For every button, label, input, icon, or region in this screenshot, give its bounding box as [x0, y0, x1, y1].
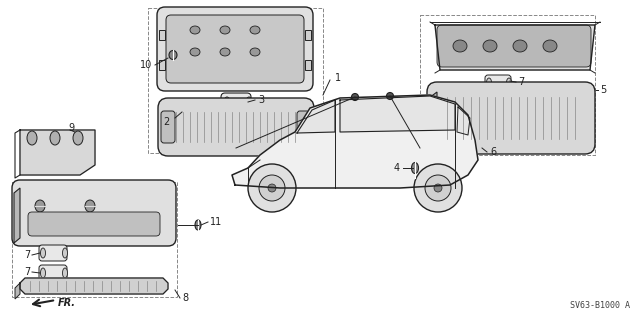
Text: 1: 1	[335, 73, 341, 83]
FancyBboxPatch shape	[166, 15, 304, 83]
Text: 7: 7	[518, 77, 524, 87]
FancyBboxPatch shape	[12, 180, 176, 246]
Ellipse shape	[250, 48, 260, 56]
Ellipse shape	[425, 175, 451, 201]
Ellipse shape	[50, 131, 60, 145]
Bar	[305, 60, 311, 70]
Ellipse shape	[190, 26, 200, 34]
Polygon shape	[20, 278, 168, 294]
Ellipse shape	[250, 26, 260, 34]
Polygon shape	[20, 130, 95, 175]
FancyBboxPatch shape	[39, 265, 67, 281]
Text: 2: 2	[164, 117, 170, 127]
Ellipse shape	[543, 40, 557, 52]
Bar	[12, 182, 177, 297]
Text: 4: 4	[394, 163, 400, 173]
FancyBboxPatch shape	[485, 75, 511, 90]
Polygon shape	[297, 100, 335, 133]
Ellipse shape	[434, 184, 442, 192]
Ellipse shape	[412, 162, 419, 174]
Ellipse shape	[63, 248, 67, 258]
Ellipse shape	[40, 268, 45, 278]
FancyBboxPatch shape	[221, 93, 251, 111]
Text: 8: 8	[182, 293, 188, 303]
Ellipse shape	[246, 97, 252, 107]
Ellipse shape	[248, 164, 296, 212]
Ellipse shape	[40, 248, 45, 258]
Ellipse shape	[73, 131, 83, 145]
Ellipse shape	[35, 200, 45, 212]
Ellipse shape	[224, 97, 230, 107]
Polygon shape	[340, 96, 455, 132]
Ellipse shape	[506, 78, 511, 87]
Ellipse shape	[259, 175, 285, 201]
Polygon shape	[15, 283, 20, 299]
Ellipse shape	[351, 93, 358, 100]
Ellipse shape	[63, 268, 67, 278]
FancyBboxPatch shape	[161, 111, 175, 143]
Ellipse shape	[483, 40, 497, 52]
FancyBboxPatch shape	[297, 111, 311, 143]
Polygon shape	[14, 188, 20, 243]
Text: 6: 6	[490, 147, 496, 157]
Bar	[420, 15, 595, 155]
Ellipse shape	[414, 164, 462, 212]
Bar	[305, 30, 311, 40]
Text: 10: 10	[140, 60, 152, 70]
Polygon shape	[429, 92, 437, 150]
Ellipse shape	[169, 50, 177, 60]
Polygon shape	[435, 25, 595, 70]
Ellipse shape	[190, 48, 200, 56]
Bar	[148, 8, 323, 153]
Ellipse shape	[27, 131, 37, 145]
Text: FR.: FR.	[58, 298, 76, 308]
Text: 7: 7	[24, 250, 30, 260]
Text: 5: 5	[600, 85, 606, 95]
FancyBboxPatch shape	[157, 7, 313, 91]
Bar	[159, 60, 165, 70]
Text: 3: 3	[258, 95, 264, 105]
FancyBboxPatch shape	[39, 245, 67, 261]
Ellipse shape	[220, 48, 230, 56]
Ellipse shape	[513, 40, 527, 52]
Ellipse shape	[85, 200, 95, 212]
FancyBboxPatch shape	[28, 212, 160, 236]
Bar	[159, 30, 165, 40]
Ellipse shape	[486, 78, 492, 87]
Ellipse shape	[220, 26, 230, 34]
Polygon shape	[232, 95, 478, 188]
Ellipse shape	[268, 184, 276, 192]
Ellipse shape	[453, 40, 467, 52]
Ellipse shape	[195, 220, 201, 230]
Text: SV63-B1000 A: SV63-B1000 A	[570, 301, 630, 310]
FancyBboxPatch shape	[437, 25, 591, 67]
Text: 7: 7	[24, 267, 30, 277]
Ellipse shape	[387, 93, 394, 100]
Text: 9: 9	[68, 123, 74, 133]
FancyBboxPatch shape	[158, 98, 314, 156]
FancyBboxPatch shape	[427, 82, 595, 154]
Polygon shape	[457, 107, 470, 135]
Text: 11: 11	[210, 217, 222, 227]
